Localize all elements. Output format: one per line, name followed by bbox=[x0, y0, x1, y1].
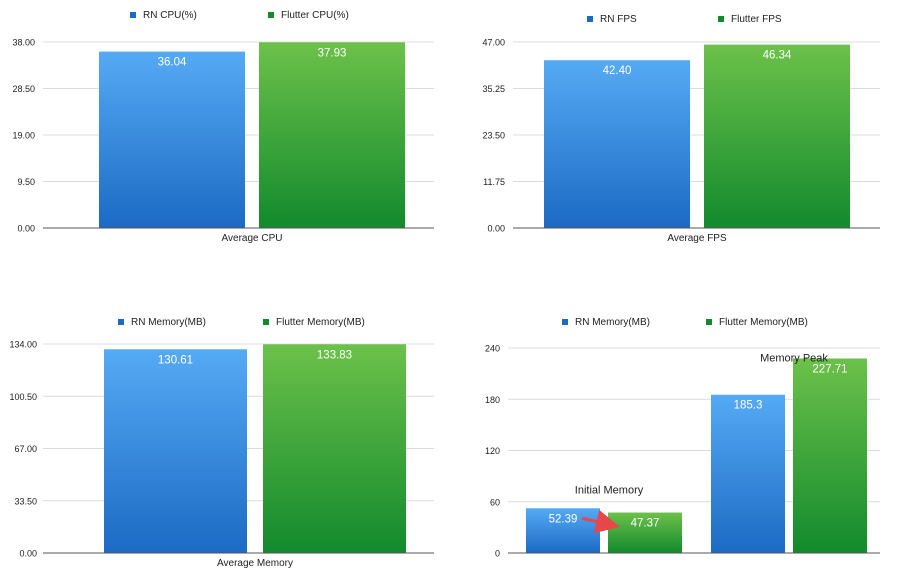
category-label: Average CPU bbox=[222, 233, 283, 244]
legend-label-flutter: Flutter CPU(%) bbox=[281, 10, 349, 21]
category-label: Average Memory bbox=[217, 558, 293, 569]
y-tick-label: 0.00 bbox=[17, 224, 35, 234]
bar-value-label: 47.37 bbox=[631, 518, 660, 530]
bar-flutter bbox=[263, 344, 406, 553]
y-tick-label: 23.50 bbox=[482, 131, 505, 141]
y-tick-label: 0.00 bbox=[19, 549, 37, 559]
chart-2: RN FPS Flutter FPS 0.00 11.75 23.50 35.25 47.0… bbox=[482, 14, 880, 244]
legend-swatch-flutter bbox=[263, 319, 269, 325]
bar-flutter bbox=[704, 44, 850, 229]
legend-swatch-flutter bbox=[718, 16, 724, 22]
y-tick-label: 240 bbox=[485, 344, 500, 354]
bar-rn bbox=[544, 60, 690, 228]
bar-value-label: 130.61 bbox=[158, 354, 193, 366]
legend-label-rn: RN FPS bbox=[600, 14, 637, 25]
legend-label-rn: RN Memory(MB) bbox=[575, 317, 650, 328]
category-label: Average FPS bbox=[667, 233, 727, 244]
y-tick-label: 67.00 bbox=[14, 444, 37, 454]
y-tick-label: 11.75 bbox=[483, 177, 505, 187]
y-tick-label: 38.00 bbox=[12, 38, 35, 48]
y-tick-label: 180 bbox=[485, 395, 500, 405]
bar-rn bbox=[526, 508, 600, 553]
legend-swatch-rn bbox=[118, 319, 124, 325]
bar-value-label: 133.83 bbox=[317, 349, 352, 361]
legend-label-flutter: Flutter Memory(MB) bbox=[719, 317, 808, 328]
y-tick-label: 33.50 bbox=[14, 496, 37, 506]
annotation-initial-memory: Initial Memory bbox=[575, 484, 644, 496]
bar-rn bbox=[711, 394, 785, 553]
legend-label-flutter: Flutter Memory(MB) bbox=[276, 317, 365, 328]
bar-value-label: 185.3 bbox=[734, 400, 763, 412]
y-tick-label: 60 bbox=[490, 497, 500, 507]
legend-label-rn: RN CPU(%) bbox=[143, 10, 197, 21]
y-tick-label: 134.00 bbox=[9, 340, 37, 350]
legend-label-flutter: Flutter FPS bbox=[731, 14, 782, 25]
chart-3: RN Memory(MB) Flutter Memory(MB) 0.00 33.50… bbox=[9, 317, 434, 569]
y-tick-label: 100.50 bbox=[9, 392, 37, 402]
legend-swatch-flutter bbox=[268, 12, 274, 18]
y-tick-label: 47.00 bbox=[482, 38, 505, 48]
bar-value-label: 42.40 bbox=[603, 65, 632, 77]
y-tick-label: 0 bbox=[495, 549, 500, 559]
chart-1: RN CPU(%) Flutter CPU(%) 0.00 9.50 19.00 28.5… bbox=[12, 10, 434, 244]
bar-flutter bbox=[793, 358, 867, 553]
chart-4: RN Memory(MB) Flutter Memory(MB) 0 60 120 180… bbox=[485, 317, 880, 559]
y-tick-label: 120 bbox=[485, 446, 500, 456]
y-tick-label: 28.50 bbox=[12, 84, 35, 94]
bar-value-label: 37.93 bbox=[318, 47, 347, 59]
bar-value-label: 46.34 bbox=[763, 50, 792, 62]
bar-value-label: 52.39 bbox=[549, 513, 578, 525]
legend-swatch-rn bbox=[130, 12, 136, 18]
y-tick-label: 19.00 bbox=[12, 131, 35, 141]
y-tick-label: 9.50 bbox=[17, 177, 35, 187]
bar-rn bbox=[104, 349, 247, 553]
y-tick-label: 35.25 bbox=[482, 84, 505, 94]
legend-label-rn: RN Memory(MB) bbox=[131, 317, 206, 328]
annotation-arrow bbox=[581, 509, 620, 534]
bar-flutter bbox=[259, 42, 405, 228]
legend-swatch-rn bbox=[562, 319, 568, 325]
bar-value-label: 36.04 bbox=[158, 57, 187, 69]
y-tick-label: 0.00 bbox=[487, 224, 505, 234]
legend-swatch-rn bbox=[587, 16, 593, 22]
annotation-memory-peak: Memory Peak bbox=[760, 352, 828, 364]
legend-swatch-flutter bbox=[706, 319, 712, 325]
bar-value-label: 227.71 bbox=[812, 363, 847, 375]
bar-flutter bbox=[608, 512, 682, 553]
bar-rn bbox=[99, 51, 245, 228]
